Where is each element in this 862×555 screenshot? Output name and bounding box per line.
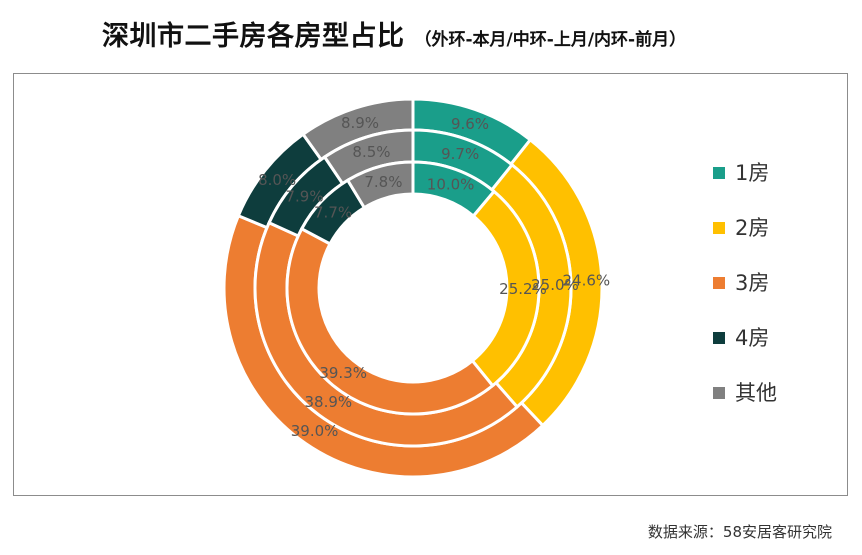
data-label-middle-4room: 7.9% bbox=[285, 187, 323, 205]
data-label-inner-1room: 10.0% bbox=[427, 176, 475, 194]
legend-swatch-3room bbox=[713, 277, 725, 289]
legend-item-other[interactable]: 其他 bbox=[713, 378, 833, 433]
legend-item-4room[interactable]: 4房 bbox=[713, 323, 833, 378]
legend-swatch-4room bbox=[713, 332, 725, 344]
legend-item-1room[interactable]: 1房 bbox=[713, 158, 833, 213]
data-label-middle-other: 8.5% bbox=[352, 143, 390, 161]
legend-label-2room: 2房 bbox=[735, 216, 770, 240]
chart-title: 深圳市二手房各房型占比 （外环-本月/中环-上月/内环-前月） bbox=[102, 14, 686, 54]
legend-item-2room[interactable]: 2房 bbox=[713, 213, 833, 268]
data-label-middle-1room: 9.7% bbox=[441, 145, 479, 163]
chart-title-sub: （外环-本月/中环-上月/内环-前月） bbox=[414, 30, 687, 50]
data-label-outer-other: 8.9% bbox=[341, 114, 379, 132]
data-label-inner-2room: 25.2% bbox=[499, 280, 547, 298]
data-label-inner-other: 7.8% bbox=[364, 173, 402, 191]
data-label-outer-1room: 9.6% bbox=[451, 115, 489, 133]
data-label-middle-3room: 38.9% bbox=[305, 393, 353, 411]
legend-swatch-1room bbox=[713, 167, 725, 179]
data-label-inner-4room: 7.7% bbox=[314, 203, 352, 221]
legend-label-1room: 1房 bbox=[735, 161, 770, 185]
legend-swatch-2room bbox=[713, 222, 725, 234]
legend-swatch-other bbox=[713, 387, 725, 399]
data-source: 数据来源：58安居客研究院 bbox=[647, 523, 832, 541]
data-label-inner-3room: 39.3% bbox=[319, 364, 367, 382]
legend-item-3room[interactable]: 3房 bbox=[713, 268, 833, 323]
data-label-outer-2room: 24.6% bbox=[563, 271, 611, 289]
donut-segment-inner-other[interactable] bbox=[345, 160, 415, 210]
chart-frame bbox=[13, 73, 848, 496]
donut-segment-inner-3room[interactable] bbox=[285, 226, 495, 416]
legend-label-4room: 4房 bbox=[735, 326, 770, 350]
legend: 1房 2房 3房 4房 其他 bbox=[713, 158, 833, 433]
chart-title-main: 深圳市二手房各房型占比 bbox=[102, 21, 405, 52]
legend-label-3room: 3房 bbox=[735, 271, 770, 295]
donut-data-labels: 9.6% 24.6% 39.0% 8.0% 8.9% 9.7% 25.0% 38.9% 7.9%… bbox=[258, 114, 610, 440]
legend-label-other: 其他 bbox=[735, 381, 777, 405]
donut-rings bbox=[222, 97, 604, 479]
data-label-outer-4room: 8.0% bbox=[258, 171, 296, 189]
data-label-outer-3room: 39.0% bbox=[291, 422, 339, 440]
data-label-middle-2room: 25.0% bbox=[531, 276, 579, 294]
